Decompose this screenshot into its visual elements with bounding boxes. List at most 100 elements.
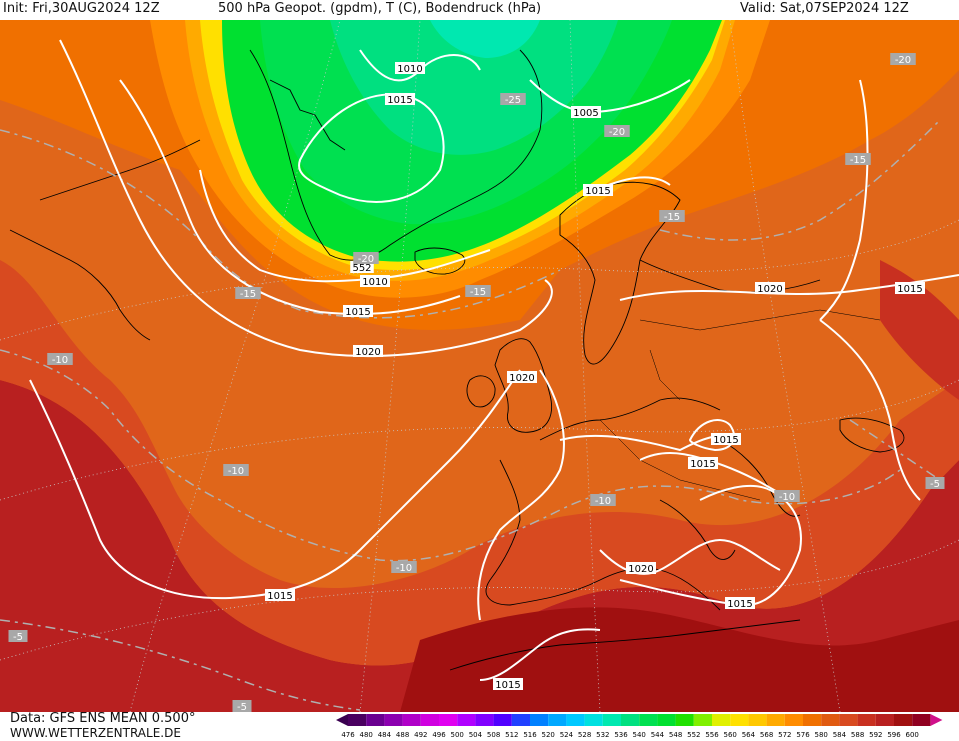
scale-arrow-left xyxy=(336,714,348,726)
scale-swatch xyxy=(621,714,640,726)
scale-tick-label: 588 xyxy=(851,731,864,739)
scale-tick-label: 480 xyxy=(360,731,373,739)
isotherm-label-box xyxy=(604,125,630,137)
isotherm-label: -20 xyxy=(895,55,911,66)
isotherm-label-box xyxy=(925,477,945,489)
scale-swatch xyxy=(384,714,403,726)
color-scale: 476 480 484 488 492 496 500 504 508 512 516 520 524 5… xyxy=(336,714,943,739)
isobar-1020-box xyxy=(626,562,656,574)
isobar-1020: 1020 xyxy=(355,347,380,358)
isobar-1015: 1015 xyxy=(585,186,610,197)
map-footer: Data: GFS ENS MEAN 0.500° WWW.WETTERZENT… xyxy=(0,711,959,741)
scale-swatch xyxy=(493,714,512,726)
scale-tick-label: 512 xyxy=(505,731,518,739)
scale-tick-label: 504 xyxy=(469,731,483,739)
isotherm-label: -5 xyxy=(930,479,940,490)
isotherm-label-box xyxy=(590,494,616,506)
warm-zone-africa xyxy=(400,607,959,712)
scale-tick-label: 476 xyxy=(341,731,355,739)
isotherm-label: -20 xyxy=(609,127,625,138)
isotherm-label-box xyxy=(659,210,685,222)
website: WWW.WETTERZENTRALE.DE xyxy=(10,726,181,740)
isobar-1020: 1020 xyxy=(628,564,653,575)
scale-swatch xyxy=(530,714,549,726)
isotherm-label-box xyxy=(500,93,526,105)
scale-tick-label: 532 xyxy=(596,731,609,739)
weather-map: 1010 1015 1005 1015 552 1010 1015 1020 1020 1020 1… xyxy=(0,20,959,712)
isobar-1015: 1015 xyxy=(897,284,922,295)
scale-swatch xyxy=(875,714,894,726)
scale-swatch xyxy=(821,714,840,726)
scale-tick-label: 516 xyxy=(523,731,537,739)
isobar-1010: 1010 xyxy=(397,64,422,75)
scale-swatch xyxy=(602,714,621,726)
isotherm-label: -5 xyxy=(237,702,247,712)
isotherm-label-box xyxy=(47,353,73,365)
isobar-1015: 1015 xyxy=(345,307,370,318)
geopot-552: 552 xyxy=(352,263,371,274)
scale-swatch xyxy=(511,714,530,726)
scale-tick-label: 536 xyxy=(614,731,628,739)
isobar-1020-box xyxy=(353,345,383,357)
coastlines xyxy=(9,49,905,671)
data-source: Data: GFS ENS MEAN 0.500° xyxy=(10,711,196,726)
scale-tick-label: 580 xyxy=(815,731,828,739)
scale-tick-label: 496 xyxy=(432,731,446,739)
scale-tick-label: 492 xyxy=(414,731,427,739)
scale-swatch xyxy=(439,714,458,726)
isotherm-label: -20 xyxy=(358,254,374,265)
scale-tick-label: 560 xyxy=(724,731,737,739)
scale-tick-label: 484 xyxy=(378,731,392,739)
scale-tick-label: 576 xyxy=(796,731,810,739)
isobar-1010-box xyxy=(360,275,390,287)
scale-tick-label: 508 xyxy=(487,731,500,739)
isobar-1015-box xyxy=(385,93,415,105)
isotherm-label: -10 xyxy=(779,492,795,503)
isotherm-label: -10 xyxy=(595,496,611,507)
lat-lon-grid xyxy=(0,20,959,712)
isobar-1020: 1020 xyxy=(757,284,782,295)
scale-swatch xyxy=(748,714,767,726)
warm-zone-east xyxy=(880,260,959,400)
scale-swatch xyxy=(894,714,913,726)
isotherm-label-box xyxy=(235,287,261,299)
scale-swatch xyxy=(657,714,676,726)
isotherm-label-box xyxy=(353,252,379,264)
map-title: 500 hPa Geopot. (gpdm), T (C), Bodendruc… xyxy=(218,1,542,16)
scale-tick-label: 600 xyxy=(906,731,919,739)
isobar-1015-box xyxy=(711,433,741,445)
isobar-1015-box xyxy=(688,457,718,469)
temp-label-layer: -25 -20 -20 -15 -20 -15 -15 -15 -10 -10 -10 -10 -10 -… xyxy=(8,53,945,712)
scale-swatch xyxy=(693,714,712,726)
scale-swatch xyxy=(675,714,694,726)
isobar-1015: 1015 xyxy=(690,459,715,470)
isotherm-label: -15 xyxy=(470,287,486,298)
scale-swatch xyxy=(348,714,367,726)
scale-swatch xyxy=(784,714,803,726)
isobar-1015-box xyxy=(265,589,295,601)
scale-tick-label: 596 xyxy=(887,731,901,739)
isobar-1015-box xyxy=(895,282,925,294)
isobar-1015-box xyxy=(725,597,755,609)
scale-tick-label: 552 xyxy=(687,731,700,739)
scale-tick-label: 540 xyxy=(633,731,646,739)
isotherm-label: -15 xyxy=(664,212,680,223)
scale-tick-label: 584 xyxy=(833,731,847,739)
scale-swatch xyxy=(457,714,476,726)
isobar-1020-box xyxy=(755,282,785,294)
scale-tick-label: 524 xyxy=(560,731,574,739)
isobar-1015-box xyxy=(583,184,613,196)
scale-tick-label: 592 xyxy=(869,731,882,739)
isotherm-label-box xyxy=(774,490,800,502)
scale-swatch xyxy=(712,714,731,726)
isotherm-label: -10 xyxy=(396,563,412,574)
init-time: Init: Fri,30AUG2024 12Z xyxy=(3,1,160,16)
isobar-1015: 1015 xyxy=(713,435,738,446)
pressure-label-layer: 1010 1015 1005 1015 552 1010 1015 1020 1020 1020 1… xyxy=(265,62,925,691)
scale-swatch xyxy=(566,714,585,726)
scale-swatch xyxy=(402,714,421,726)
scale-swatch xyxy=(912,714,931,726)
scale-swatch xyxy=(803,714,822,726)
trough-center xyxy=(430,20,540,58)
map-header: Init: Fri,30AUG2024 12Z 500 hPa Geopot. … xyxy=(0,0,959,20)
